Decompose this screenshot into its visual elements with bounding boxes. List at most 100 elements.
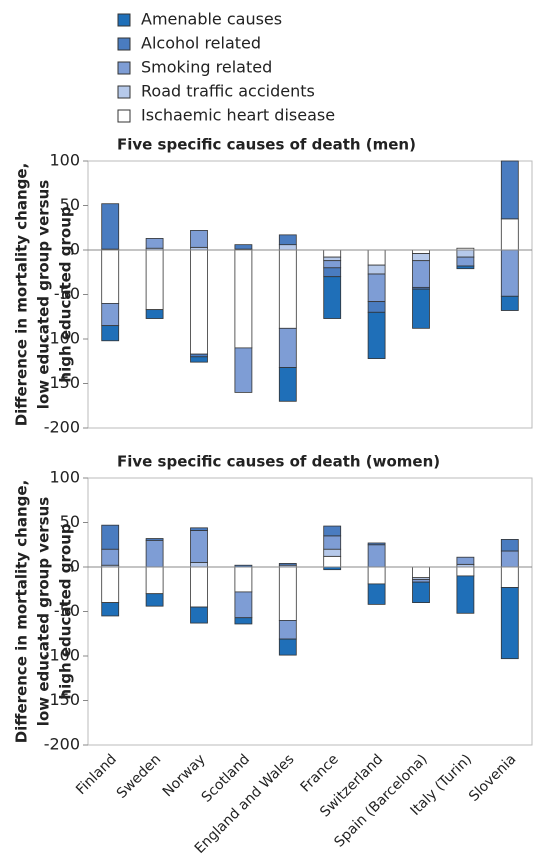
bar-segment (278, 563, 297, 566)
legend-swatch (117, 37, 131, 51)
bar-segment (234, 617, 253, 625)
bar-segment (367, 566, 386, 585)
bar-segment (323, 276, 342, 319)
bar-segment (190, 606, 208, 624)
bar-segment (323, 260, 342, 269)
bar-segment (500, 218, 519, 251)
y-axis-label: high educated group (57, 206, 75, 382)
bar-segment (190, 566, 208, 608)
bar-segment (234, 347, 253, 393)
y-axis-label: low educated group versus (35, 497, 53, 726)
bar-segment (323, 548, 342, 557)
y-tick-label: -50 (54, 284, 80, 303)
x-tick-label: Sweden (114, 751, 164, 801)
bar-segment (412, 288, 430, 329)
bar-segment (500, 539, 519, 552)
y-axis-label: Difference in mortality change, (13, 480, 31, 744)
y-axis-label: high educated group (57, 523, 75, 699)
bar-segment (278, 249, 297, 329)
legend-label: Ischaemic heart disease (141, 106, 335, 125)
bar-segment (456, 256, 475, 267)
y-tick-label: -200 (44, 418, 80, 437)
bar-segment (367, 542, 386, 546)
bar-segment (145, 538, 164, 541)
bar-segment (412, 260, 430, 288)
bar-segment (278, 327, 297, 368)
bar-segment (234, 566, 253, 593)
x-tick-label: Finland (73, 751, 120, 798)
y-tick-label: 100 (49, 468, 80, 487)
legend-label: Amenable causes (141, 10, 282, 29)
bar-segment (145, 566, 164, 595)
bar-segment (500, 566, 519, 588)
bar-segment (234, 591, 253, 619)
y-tick-label: 50 (60, 195, 80, 214)
bar-segment (190, 230, 208, 248)
x-tick-label: Slovenia (466, 751, 519, 804)
y-tick-label: 50 (60, 512, 80, 531)
bar-segment (456, 566, 475, 577)
bar-segment (145, 309, 164, 319)
bar-segment (145, 238, 164, 249)
bar-segment (367, 264, 386, 275)
chart-title: Five specific causes of death (men) (117, 136, 416, 154)
bar-segment (101, 325, 120, 342)
y-tick-label: 0 (70, 240, 80, 259)
bar-segment (500, 295, 519, 311)
bar-segment (412, 581, 430, 604)
bar-segment (190, 527, 208, 531)
bar-segment (101, 249, 120, 304)
bar-segment (234, 244, 253, 250)
bar-segment (456, 265, 475, 270)
bar-segment (278, 620, 297, 640)
bar-segment (190, 356, 208, 363)
bar-segment (323, 525, 342, 537)
bar-segment (278, 244, 297, 251)
bar-segment (101, 302, 120, 327)
bar-segment (323, 249, 342, 258)
bar-segment (367, 583, 386, 605)
bar-segment (500, 160, 519, 220)
bar-segment (412, 249, 430, 254)
bar-segment (278, 367, 297, 402)
bar-segment (101, 548, 120, 566)
bar-segment (412, 566, 430, 579)
bar-segment (145, 249, 164, 311)
bar-segment (500, 550, 519, 568)
bar-segment (500, 249, 519, 297)
bar-segment (278, 566, 297, 621)
legend-label: Smoking related (141, 58, 272, 77)
legend-swatch (117, 13, 131, 27)
bar-segment (278, 638, 297, 656)
y-tick-label: 100 (49, 151, 80, 170)
legend-label: Alcohol related (141, 34, 261, 53)
y-tick-label: -100 (44, 646, 80, 665)
bar-segment (101, 602, 120, 617)
bar-segment (234, 249, 253, 349)
bar-segment (323, 555, 342, 568)
y-tick-label: -150 (44, 373, 80, 392)
bar-segment (500, 587, 519, 660)
bar-segment (323, 535, 342, 550)
bar-segment (101, 524, 120, 550)
legend-swatch (117, 85, 131, 99)
bar-segment (412, 253, 430, 262)
chart-title: Five specific causes of death (women) (117, 453, 440, 471)
bar-segment (190, 353, 208, 358)
y-axis-label: low educated group versus (35, 180, 53, 409)
bar-segment (190, 249, 208, 355)
y-tick-label: -150 (44, 690, 80, 709)
bar-segment (278, 234, 297, 246)
bar-segment (190, 562, 208, 568)
bar-segment (367, 249, 386, 266)
y-tick-label: 0 (70, 557, 80, 576)
bar-segment (367, 301, 386, 313)
legend-swatch (117, 61, 131, 75)
bar-segment (456, 556, 475, 565)
bar-segment (456, 575, 475, 614)
x-tick-label: France (298, 751, 342, 795)
y-tick-label: -200 (44, 735, 80, 754)
y-axis-label: Difference in mortality change, (13, 163, 31, 427)
legend-swatch (117, 109, 131, 123)
